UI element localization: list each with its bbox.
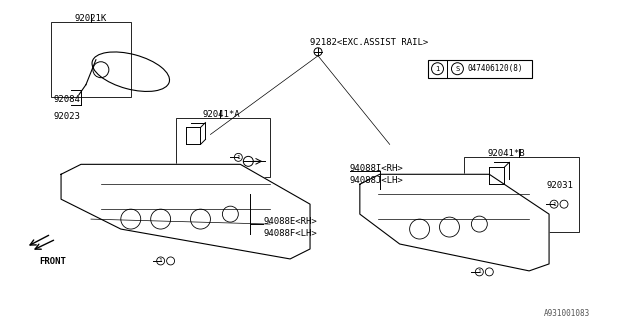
- Text: 92041*A: 92041*A: [202, 109, 240, 118]
- Text: FRONT: FRONT: [39, 257, 66, 266]
- Text: 1: 1: [552, 202, 556, 207]
- Text: 94088F<LH>: 94088F<LH>: [263, 229, 317, 238]
- Bar: [465, 157, 579, 232]
- Text: 92023: 92023: [53, 112, 80, 121]
- Text: 92182<EXC.ASSIST RAIL>: 92182<EXC.ASSIST RAIL>: [310, 38, 428, 47]
- Text: 1: 1: [236, 155, 240, 160]
- Text: A931001083: A931001083: [544, 309, 590, 318]
- Text: 1: 1: [435, 66, 440, 72]
- Text: 1: 1: [159, 259, 163, 263]
- Text: 92041*B: 92041*B: [487, 149, 525, 158]
- Text: 92021K: 92021K: [75, 14, 107, 23]
- Text: 1: 1: [477, 269, 481, 274]
- Bar: [175, 117, 270, 177]
- Polygon shape: [61, 164, 310, 259]
- Polygon shape: [360, 174, 549, 271]
- Text: 94088J<LH>: 94088J<LH>: [350, 176, 404, 185]
- Bar: [428, 60, 532, 78]
- Text: 94088E<RH>: 94088E<RH>: [263, 217, 317, 226]
- Text: 047406120(8): 047406120(8): [467, 64, 523, 73]
- Text: 92031: 92031: [546, 181, 573, 190]
- Text: S: S: [455, 66, 460, 72]
- Bar: [51, 22, 131, 97]
- Text: 94088I<RH>: 94088I<RH>: [350, 164, 404, 173]
- Text: 92084: 92084: [53, 95, 80, 104]
